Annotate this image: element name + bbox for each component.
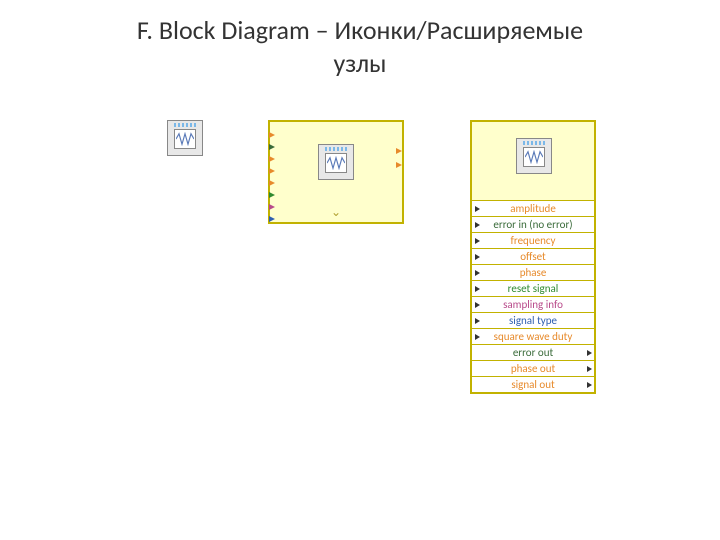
- terminal-input-icon[interactable]: [269, 204, 276, 211]
- terminal-label: signal type: [482, 314, 584, 327]
- arrow-right-icon: [472, 313, 482, 328]
- node-header: [472, 122, 594, 200]
- terminal-output-icon[interactable]: [396, 148, 403, 155]
- terminal-label: phase: [482, 266, 584, 279]
- terminal-label: amplitude: [482, 202, 584, 215]
- terminal-input-icon[interactable]: [269, 192, 276, 199]
- terminal-input-icon[interactable]: [269, 156, 276, 163]
- expandable-node-expanded[interactable]: amplitude error in (no error) frequency off…: [470, 120, 596, 394]
- terminal-input-icon[interactable]: [269, 132, 276, 139]
- vi-glyph-icon: [516, 138, 552, 174]
- terminal-label: error in (no error): [482, 218, 584, 231]
- terminal-label: signal out: [482, 378, 584, 391]
- arrow-right-icon: [472, 249, 482, 264]
- terminal-row[interactable]: phase out: [472, 360, 594, 376]
- terminal-row[interactable]: error in (no error): [472, 216, 594, 232]
- slide-title-line1: F. Block Diagram – Иконки/Расширяемые: [137, 14, 583, 46]
- terminal-input-icon[interactable]: [269, 180, 276, 187]
- terminal-input-icon[interactable]: [269, 144, 276, 151]
- arrow-right-icon: [472, 217, 482, 232]
- arrow-right-icon: [584, 377, 594, 392]
- arrow-right-icon: [584, 345, 594, 360]
- arrow-right-icon: [472, 201, 482, 216]
- slide-title: F. Block Diagram – Иконки/Расширяемые уз…: [0, 0, 720, 79]
- terminal-label: square wave duty: [482, 330, 584, 343]
- terminal-row[interactable]: reset signal: [472, 280, 594, 296]
- terminal-row[interactable]: offset: [472, 248, 594, 264]
- terminal-row[interactable]: amplitude: [472, 200, 594, 216]
- terminal-label: frequency: [482, 234, 584, 247]
- arrow-right-icon: [472, 329, 482, 344]
- terminal-row[interactable]: error out: [472, 344, 594, 360]
- arrow-right-icon: [472, 297, 482, 312]
- terminal-label: reset signal: [482, 282, 584, 295]
- terminal-row[interactable]: phase: [472, 264, 594, 280]
- terminal-row[interactable]: square wave duty: [472, 328, 594, 344]
- slide-title-line2: узлы: [334, 47, 387, 79]
- terminal-row[interactable]: signal type: [472, 312, 594, 328]
- terminal-row[interactable]: frequency: [472, 232, 594, 248]
- arrow-right-icon: [584, 361, 594, 376]
- terminal-label: offset: [482, 250, 584, 263]
- terminal-label: error out: [482, 346, 584, 359]
- expand-handle-icon[interactable]: ⌄: [331, 207, 341, 219]
- arrow-right-icon: [472, 265, 482, 280]
- vi-glyph-icon: [318, 144, 354, 180]
- vi-icon-standalone[interactable]: [167, 120, 203, 156]
- terminal-rows: amplitude error in (no error) frequency off…: [472, 200, 594, 392]
- terminal-input-icon[interactable]: [269, 168, 276, 175]
- terminal-output-icon[interactable]: [396, 162, 403, 169]
- expandable-node-collapsed[interactable]: ⌄: [268, 120, 404, 224]
- terminal-label: phase out: [482, 362, 584, 375]
- vi-glyph-icon: [167, 120, 203, 156]
- terminal-input-icon[interactable]: [269, 216, 276, 223]
- terminal-row[interactable]: sampling info: [472, 296, 594, 312]
- terminal-label: sampling info: [482, 298, 584, 311]
- arrow-right-icon: [472, 233, 482, 248]
- expand-glyph: ⌄: [331, 206, 341, 220]
- arrow-right-icon: [472, 281, 482, 296]
- terminal-row[interactable]: signal out: [472, 376, 594, 392]
